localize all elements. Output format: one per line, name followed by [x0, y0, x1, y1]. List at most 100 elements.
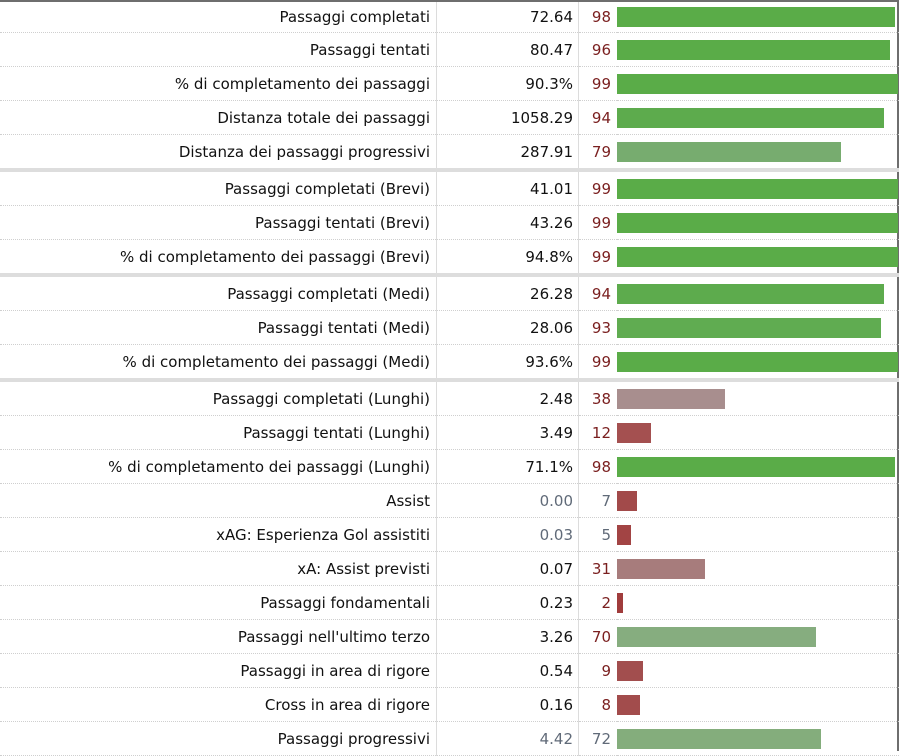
stat-percentile: 94 [578, 273, 617, 311]
percentile-bar [617, 728, 821, 749]
percentile-bar [617, 660, 643, 681]
percentile-bar [617, 592, 623, 613]
stat-percentile: 12 [578, 415, 617, 450]
stat-value: 0.23 [436, 585, 579, 620]
stat-row: Passaggi completati (Medi) 26.28 94 [0, 273, 899, 311]
stat-value: 0.07 [436, 551, 579, 586]
percentile-bar-cell [617, 517, 899, 552]
stat-row: xA: Assist previsti 0.07 31 [0, 551, 899, 586]
stat-percentile: 2 [578, 585, 617, 620]
stat-label: % di completamento dei passaggi [0, 66, 437, 101]
stat-value: 0.16 [436, 687, 579, 722]
stat-label: Distanza dei passaggi progressivi [0, 134, 437, 171]
percentile-bar [617, 524, 631, 545]
stat-row: % di completamento dei passaggi (Lunghi)… [0, 449, 899, 484]
stat-percentile: 70 [578, 619, 617, 654]
stat-percentile: 5 [578, 517, 617, 552]
stat-row: Passaggi tentati (Medi) 28.06 93 [0, 310, 899, 345]
percentile-bar-cell [617, 483, 899, 518]
percentile-bar-cell [617, 551, 899, 586]
stat-percentile: 79 [578, 134, 617, 171]
percentile-bar [617, 558, 705, 579]
stat-label: Passaggi fondamentali [0, 585, 437, 620]
stat-value: 71.1% [436, 449, 579, 484]
stat-value: 4.42 [436, 721, 579, 756]
stat-row: Passaggi tentati 80.47 96 [0, 32, 899, 67]
percentile-bar [617, 39, 890, 60]
stat-label: xAG: Esperienza Gol assistiti [0, 517, 437, 552]
percentile-bar [617, 422, 651, 443]
percentile-bar-cell [617, 415, 899, 450]
stat-value: 72.64 [436, 2, 579, 33]
percentile-bar-cell [617, 687, 899, 722]
percentile-bar-cell [617, 619, 899, 654]
percentile-bar [617, 283, 884, 304]
stat-percentile: 8 [578, 687, 617, 722]
stat-value: 94.8% [436, 239, 579, 276]
percentile-bar-cell [617, 310, 899, 345]
stat-row: Distanza totale dei passaggi 1058.29 94 [0, 100, 899, 135]
percentile-bar-cell [617, 378, 899, 416]
stat-percentile: 96 [578, 32, 617, 67]
percentile-bar-cell [617, 585, 899, 620]
stat-row: Passaggi progressivi 4.42 72 [0, 721, 899, 756]
stat-label: Passaggi tentati [0, 32, 437, 67]
stat-percentile: 9 [578, 653, 617, 688]
percentile-bar [617, 694, 640, 715]
percentile-bar-cell [617, 100, 899, 135]
stat-label: % di completamento dei passaggi (Medi) [0, 344, 437, 381]
percentile-bar [617, 7, 895, 27]
percentile-bar-cell [617, 205, 899, 240]
stat-row: % di completamento dei passaggi (Medi) 93… [0, 344, 899, 381]
percentile-bar-cell [617, 273, 899, 311]
stat-value: 0.03 [436, 517, 579, 552]
stat-label: Passaggi tentati (Brevi) [0, 205, 437, 240]
stat-label: Passaggi progressivi [0, 721, 437, 756]
stat-percentile: 99 [578, 344, 617, 381]
stat-row: Passaggi tentati (Lunghi) 3.49 12 [0, 415, 899, 450]
percentile-bar [617, 351, 898, 372]
stat-row: Passaggi in area di rigore 0.54 9 [0, 653, 899, 688]
stat-row: Passaggi nell'ultimo terzo 3.26 70 [0, 619, 899, 654]
stat-value: 28.06 [436, 310, 579, 345]
stat-label: % di completamento dei passaggi (Brevi) [0, 239, 437, 276]
percentile-bar [617, 626, 816, 647]
percentile-bar-cell [617, 66, 899, 101]
percentile-bar [617, 246, 898, 267]
stat-percentile: 99 [578, 168, 617, 206]
stat-value: 0.54 [436, 653, 579, 688]
stat-value: 80.47 [436, 32, 579, 67]
percentile-bar [617, 317, 881, 338]
percentile-bar-cell [617, 32, 899, 67]
percentile-bar [617, 490, 637, 511]
stat-label: Cross in area di rigore [0, 687, 437, 722]
stat-value: 26.28 [436, 273, 579, 311]
stat-percentile: 98 [578, 2, 617, 33]
stat-label: Passaggi completati [0, 2, 437, 33]
percentile-bar [617, 73, 898, 94]
stat-value: 3.49 [436, 415, 579, 450]
percentile-bar [617, 178, 898, 199]
stat-row: Passaggi completati (Lunghi) 2.48 38 [0, 378, 899, 416]
stat-row: Cross in area di rigore 0.16 8 [0, 687, 899, 722]
stat-label: Passaggi in area di rigore [0, 653, 437, 688]
percentile-bar-cell [617, 168, 899, 206]
stat-value: 3.26 [436, 619, 579, 654]
percentile-bar-cell [617, 239, 899, 276]
stat-value: 41.01 [436, 168, 579, 206]
stat-label: Passaggi nell'ultimo terzo [0, 619, 437, 654]
percentile-bar [617, 212, 898, 233]
stat-value: 2.48 [436, 378, 579, 416]
stat-row: Passaggi completati (Brevi) 41.01 99 [0, 168, 899, 206]
stat-label: Passaggi completati (Lunghi) [0, 378, 437, 416]
stat-percentile: 93 [578, 310, 617, 345]
stat-label: xA: Assist previsti [0, 551, 437, 586]
stat-label: Passaggi tentati (Medi) [0, 310, 437, 345]
stat-row: % di completamento dei passaggi (Brevi) 9… [0, 239, 899, 276]
percentile-bar [617, 388, 725, 409]
stat-value: 43.26 [436, 205, 579, 240]
stat-percentile: 31 [578, 551, 617, 586]
percentile-bar-cell [617, 449, 899, 484]
